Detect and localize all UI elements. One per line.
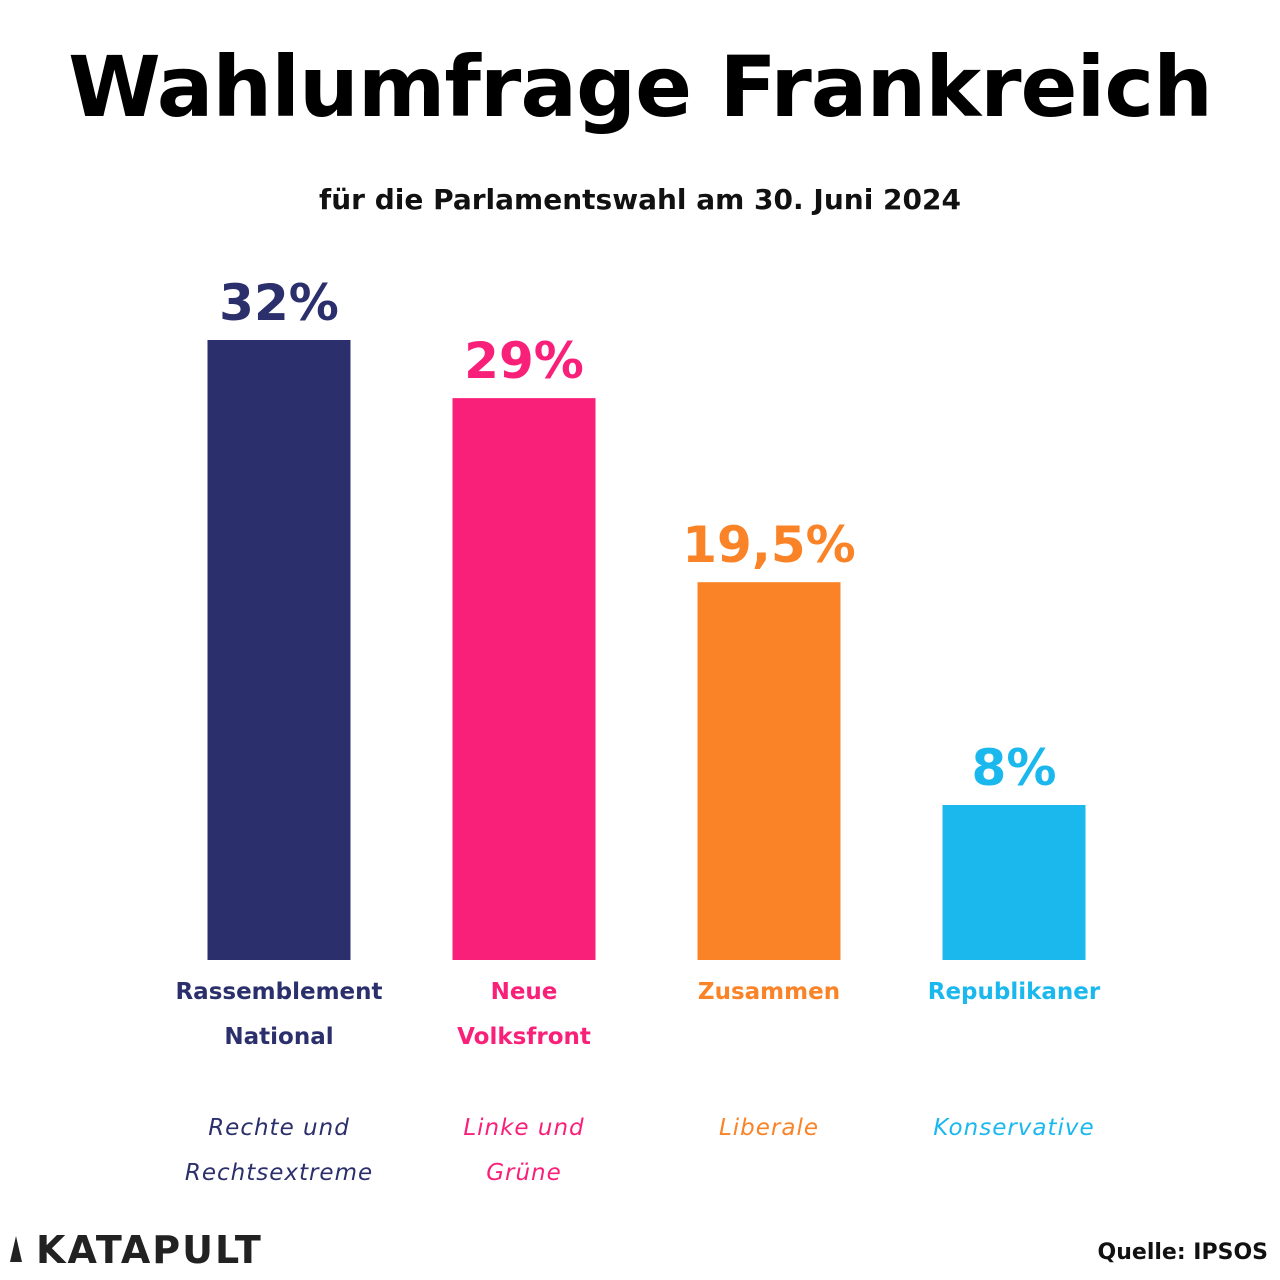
- source: Quelle: IPSOS: [1097, 1240, 1268, 1265]
- value-label: 29%: [464, 332, 584, 391]
- category-description: Linke und Grüne: [463, 1115, 585, 1186]
- bar: [207, 340, 351, 960]
- bar: [697, 582, 841, 960]
- category-label: Neue Volksfront: [457, 979, 591, 1050]
- category-label: Rassemblement National: [175, 979, 383, 1050]
- category-description: Liberale: [718, 1115, 820, 1141]
- value-label: 8%: [971, 739, 1057, 797]
- value-label: 32%: [219, 274, 339, 332]
- category-label: Zusammen: [697, 979, 841, 1005]
- value-label: 19,5%: [682, 516, 856, 575]
- brand: KATAPULT: [36, 1228, 263, 1272]
- brand-icon: [10, 1236, 22, 1262]
- category-description: Konservative: [933, 1115, 1095, 1141]
- category-description: Rechte und Rechtsextreme: [184, 1115, 374, 1186]
- bar: [452, 398, 596, 960]
- chart-subtitle: für die Parlamentswahl am 30. Juni 2024: [319, 183, 961, 216]
- bar: [942, 805, 1086, 960]
- chart-title: Wahlumfrage Frankreich: [68, 38, 1213, 136]
- category-label: Republikaner: [927, 979, 1101, 1005]
